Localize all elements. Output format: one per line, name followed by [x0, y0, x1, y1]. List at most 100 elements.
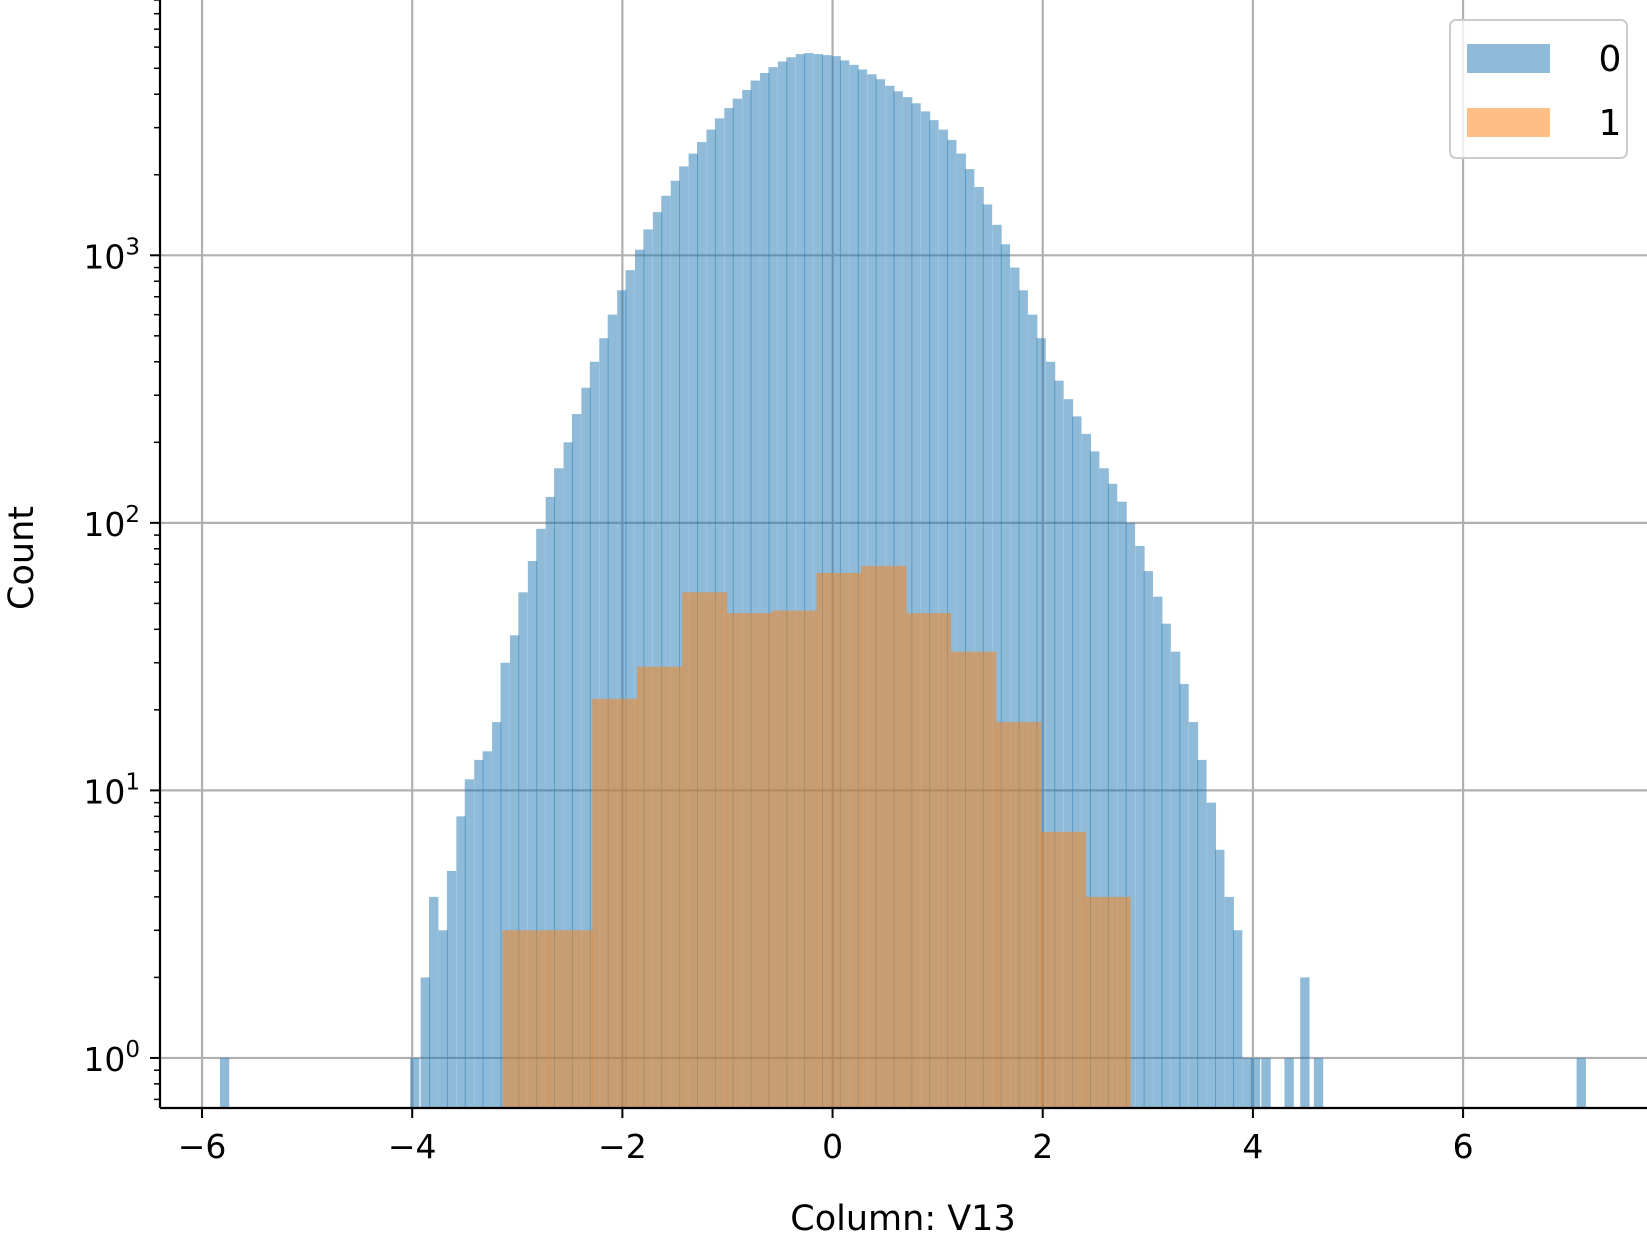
bar-series-0-15	[536, 528, 546, 1108]
bar-series-0-1	[410, 1057, 420, 1108]
bar-series-1-7	[816, 572, 862, 1108]
bar-series-0-58	[920, 111, 931, 1108]
bar-series-0-14	[527, 561, 538, 1108]
bar-series-0-81	[1125, 522, 1136, 1108]
bar-series-0-77	[1090, 451, 1100, 1109]
bar-series-0-30	[670, 180, 681, 1109]
bar-series-1-9	[906, 613, 952, 1108]
bar-series-0-66	[992, 224, 1002, 1109]
bar-series-0-2	[420, 977, 430, 1108]
legend-swatch-1	[1467, 108, 1550, 137]
bar-series-0-25	[625, 270, 635, 1108]
bar-series-0-10	[492, 722, 502, 1108]
histogram-bars	[219, 53, 1586, 1109]
x-tick-label-1: −4	[388, 1127, 437, 1166]
bar-series-0-94	[1242, 1057, 1252, 1108]
legend-label-0: 0	[1599, 39, 1622, 80]
bar-series-0-88	[1188, 722, 1199, 1108]
legend-swatch-0	[1467, 44, 1550, 73]
bar-series-0-84	[1153, 596, 1163, 1108]
bar-series-0-78	[1099, 468, 1109, 1108]
bar-series-0-36	[724, 108, 734, 1108]
bar-series-0-90	[1206, 802, 1217, 1108]
bar-series-1-4	[681, 592, 728, 1108]
bar-series-0-40	[760, 73, 770, 1109]
legend: 01	[1449, 19, 1628, 159]
bar-series-0-93	[1232, 930, 1243, 1108]
bar-series-0-70	[1028, 314, 1038, 1108]
bar-series-0-37	[732, 98, 743, 1108]
bar-series-0-71	[1036, 338, 1046, 1108]
x-tick-label-3: 0	[822, 1127, 843, 1166]
y-axis-label: Count	[2, 506, 42, 610]
bar-series-0-56	[902, 97, 913, 1109]
bar-series-0-0	[219, 1057, 230, 1108]
bar-series-0-91	[1215, 849, 1225, 1108]
y-tick-label-1: 101	[83, 769, 140, 811]
bar-series-0-69	[1018, 290, 1028, 1108]
axes	[150, 0, 1647, 1118]
bar-series-1-5	[726, 613, 772, 1108]
bar-series-0-4	[438, 930, 448, 1108]
bar-series-0-96	[1261, 1057, 1271, 1108]
bar-series-0-3	[429, 896, 439, 1108]
bar-series-0-5	[446, 870, 457, 1108]
bar-series-0-63	[964, 169, 975, 1108]
bar-series-0-8	[474, 759, 484, 1108]
bar-series-0-39	[750, 80, 760, 1108]
bar-series-0-95	[1250, 1057, 1261, 1108]
bar-series-0-85	[1161, 623, 1171, 1108]
bar-series-1-0	[502, 930, 548, 1108]
bar-series-0-68	[1010, 267, 1020, 1108]
bar-series-0-64	[974, 187, 984, 1108]
bar-series-0-45	[804, 53, 814, 1109]
bar-series-0-44	[795, 54, 806, 1108]
bar-series-0-28	[652, 212, 663, 1108]
bar-series-1-11	[995, 722, 1041, 1108]
x-tick-label-2: −2	[598, 1127, 647, 1166]
x-axis-label: Column: V13	[790, 1199, 1015, 1238]
bar-series-0-43	[786, 57, 796, 1108]
bar-series-0-6	[456, 816, 466, 1108]
bar-series-0-72	[1045, 361, 1056, 1108]
bar-series-1-3	[637, 666, 683, 1108]
bar-series-0-12	[509, 635, 520, 1108]
bar-series-0-7	[464, 779, 475, 1108]
bar-series-0-61	[947, 139, 957, 1108]
bar-series-0-74	[1063, 399, 1074, 1109]
x-tick-label-5: 4	[1242, 1127, 1263, 1166]
bar-series-0-86	[1170, 651, 1181, 1108]
bar-series-0-38	[742, 89, 752, 1108]
bar-series-0-17	[554, 468, 564, 1108]
bar-series-0-11	[500, 662, 510, 1108]
bar-series-1-6	[771, 610, 817, 1108]
bar-series-0-82	[1135, 545, 1145, 1108]
bar-series-0-89	[1197, 759, 1207, 1108]
bar-series-0-75	[1072, 416, 1082, 1108]
bar-series-1-12	[1040, 831, 1086, 1108]
bar-series-1-1	[547, 930, 593, 1108]
bar-series-1-13	[1085, 896, 1131, 1108]
bar-series-0-92	[1224, 896, 1234, 1108]
bar-series-0-42	[777, 61, 788, 1109]
bar-series-1-8	[861, 565, 907, 1108]
x-tick-label-4: 2	[1032, 1127, 1053, 1166]
tick-labels: −6 −4 −2 0 2 4 6 100 101 102 103	[83, 234, 1473, 1166]
bar-series-0-57	[911, 103, 921, 1108]
bar-series-0-29	[661, 195, 671, 1109]
bar-series-1-2	[592, 698, 638, 1108]
bar-series-0-80	[1117, 501, 1127, 1108]
bar-series-0-87	[1179, 683, 1189, 1108]
bar-series-0-98	[1300, 977, 1310, 1108]
bar-series-0-67	[1000, 244, 1011, 1108]
bar-series-0-9	[482, 751, 492, 1108]
bar-series-0-13	[518, 592, 528, 1108]
y-tick-label-3: 103	[83, 234, 140, 276]
bar-series-0-79	[1107, 483, 1118, 1109]
bar-series-0-99	[1313, 1057, 1324, 1108]
bar-series-0-100	[1576, 1057, 1586, 1108]
y-tick-label-0: 100	[83, 1037, 140, 1079]
bar-series-0-62	[956, 153, 966, 1108]
